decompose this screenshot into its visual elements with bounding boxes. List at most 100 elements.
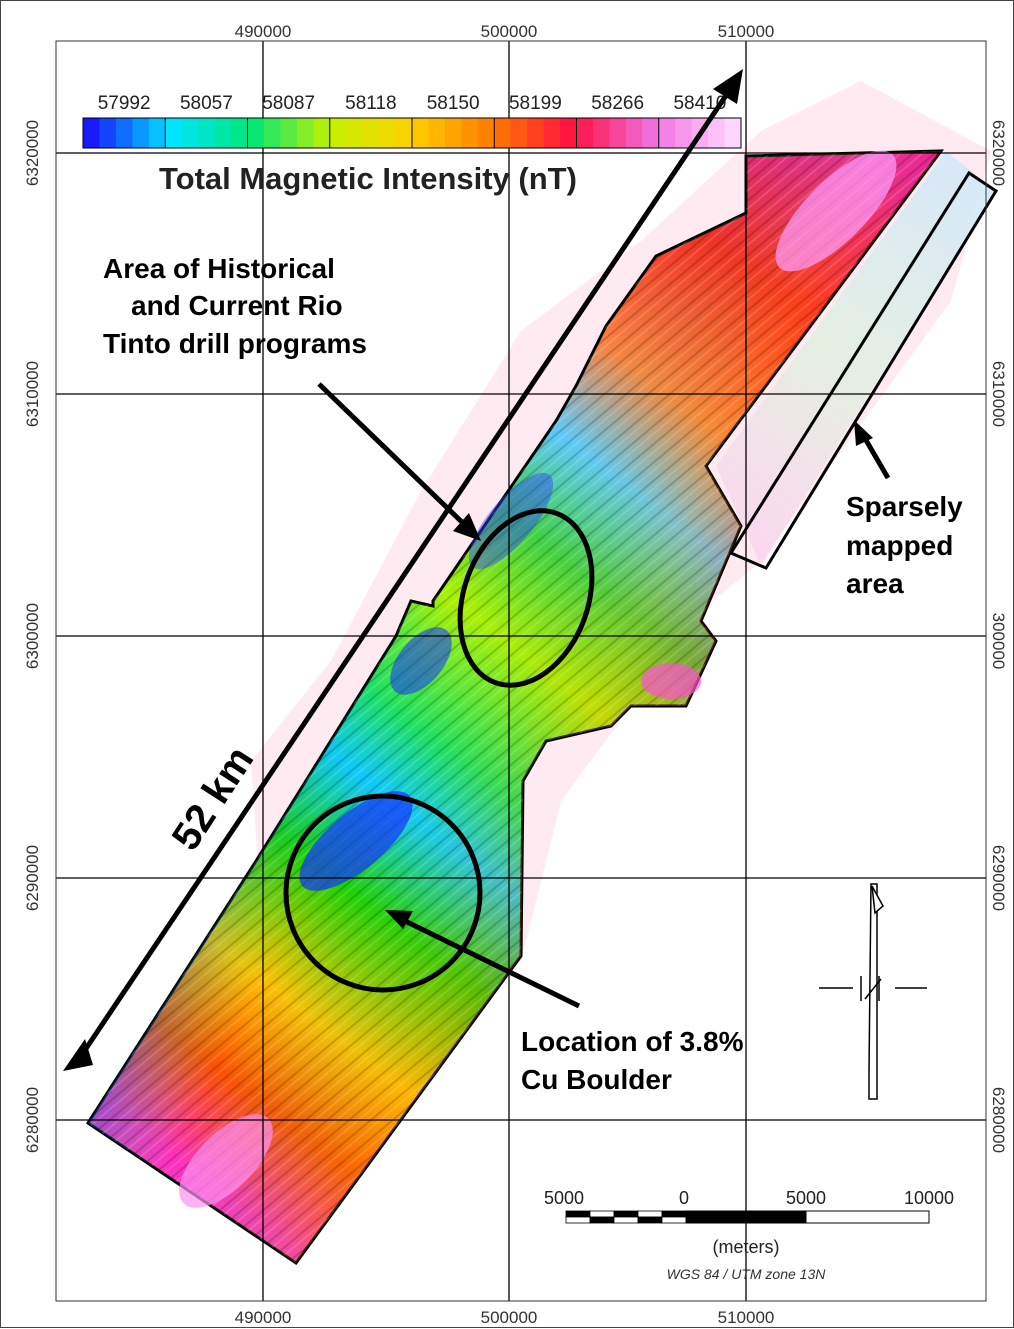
colorbar-swatch [428, 118, 446, 148]
colorbar-swatch [642, 118, 660, 148]
colorbar-swatch [362, 118, 380, 148]
colorbar-swatch [560, 118, 578, 148]
colorbar-swatch [132, 118, 150, 148]
colorbar-swatch [494, 118, 512, 148]
boulder-arrow [385, 910, 581, 1009]
colorbar-swatch [181, 118, 199, 148]
boulder-label-line2: Cu Boulder [521, 1064, 672, 1095]
x-tick-top-1: 490000 [235, 22, 292, 41]
scale-label-1: 5000 [544, 1188, 584, 1208]
colorbar-label: 58410 [673, 93, 726, 114]
map-title: Total Magnetic Intensity (nT) [159, 161, 577, 196]
scale-units: (meters) [713, 1237, 780, 1257]
colorbar: 57992 58057 58087 58118 58150 58199 58266 58410 [82, 93, 742, 149]
north-arrow-icon [819, 883, 927, 1100]
colorbar-swatch [263, 118, 281, 148]
drill-label-line1: Area of Historical [103, 253, 335, 284]
colorbar-swatch [99, 118, 117, 148]
scale-segment-black [685, 1210, 807, 1224]
drill-label-line2: and Current Rio [131, 290, 343, 321]
colorbar-swatch [527, 118, 545, 148]
colorbar-label: 58118 [345, 93, 396, 114]
sparse-label-line3: area [846, 568, 904, 599]
scale-segment [613, 1210, 639, 1218]
x-tick-top-2: 500000 [481, 22, 538, 41]
anomaly-magenta-east [641, 663, 701, 699]
anomaly-blue-south [299, 791, 413, 891]
x-tick-bottom-3: 510000 [718, 1308, 775, 1327]
scale-segment [661, 1210, 687, 1218]
colorbar-swatch [247, 118, 265, 148]
y-tick-left-4: 6290000 [23, 845, 42, 911]
sparse-label-line1: Sparsely [846, 491, 963, 522]
colorbar-label: 58150 [427, 93, 480, 114]
colorbar-swatch [115, 118, 133, 148]
anomaly-magenta-south [179, 1114, 273, 1208]
colorbar-swatch [592, 118, 610, 148]
x-tick-top-3: 510000 [718, 22, 775, 41]
scale-label-3: 5000 [786, 1188, 826, 1208]
y-tick-left-5: 6280000 [23, 1087, 42, 1153]
y-tick-right-5: 6280000 [989, 1087, 1008, 1153]
y-tick-left-1: 6320000 [23, 120, 42, 186]
colorbar-swatch [609, 118, 627, 148]
colorbar-swatch [214, 118, 232, 148]
colorbar-swatch [675, 118, 693, 148]
map-neatline [55, 40, 987, 1302]
sparse-arrow [854, 420, 891, 480]
map-grid [56, 41, 986, 1301]
colorbar-swatch [165, 118, 183, 148]
drill-area-ellipse [457, 508, 595, 688]
colorbar-label: 58057 [180, 93, 233, 114]
colorbar-swatch [412, 118, 430, 148]
x-tick-bottom-2: 500000 [481, 1308, 538, 1327]
sparse-area-outline [728, 170, 999, 570]
boulder-label-line1: Location of 3.8% [521, 1026, 744, 1057]
scale-segment [589, 1210, 615, 1218]
colorbar-swatch [148, 118, 166, 148]
colorbar-swatch [543, 118, 561, 148]
x-tick-bottom-1: 490000 [235, 1308, 292, 1327]
colorbar-swatch [198, 118, 216, 148]
colorbar-swatch [395, 118, 413, 148]
colorbar-swatch [576, 118, 594, 148]
colorbar-swatch [379, 118, 397, 148]
y-tick-left-3: 6300000 [23, 603, 42, 669]
y-tick-right-4: 6290000 [989, 845, 1008, 911]
colorbar-swatch [724, 118, 742, 148]
boulder-area-circle [283, 793, 483, 993]
length-label: 52 km [164, 739, 263, 858]
scale-segment [565, 1210, 591, 1218]
scale-segment [661, 1216, 687, 1224]
colorbar-swatch [461, 118, 479, 148]
y-tick-right-2: 6310000 [989, 361, 1008, 427]
survey-texture [88, 151, 941, 1263]
scale-bar [565, 1210, 930, 1224]
scale-segment [637, 1210, 663, 1218]
colorbar-swatch [510, 118, 528, 148]
anomaly-blue-mid [390, 627, 452, 695]
scale-segment [613, 1216, 639, 1224]
sparse-label-line2: mapped [846, 530, 953, 561]
colorbar-swatch [625, 118, 643, 148]
colorbar-swatch [313, 118, 331, 148]
anomaly-magenta-north [775, 150, 897, 272]
colorbar-swatch [83, 118, 101, 148]
colorbar-swatch [658, 118, 676, 148]
y-tick-left-2: 6310000 [23, 361, 42, 427]
scale-segment-white [805, 1210, 930, 1224]
scale-label-2: 0 [679, 1188, 689, 1208]
colorbar-swatch [329, 118, 347, 148]
y-tick-right-1: 6320000 [989, 120, 1008, 186]
y-tick-right-3: 300000 [989, 613, 1008, 670]
length-arrow [63, 69, 743, 1071]
colorbar-swatch [280, 118, 298, 148]
projection-label: WGS 84 / UTM zone 13N [667, 1266, 827, 1282]
colorbar-swatch [477, 118, 495, 148]
colorbar-swatch [444, 118, 462, 148]
scale-label-4: 10000 [904, 1188, 954, 1208]
drill-label-line3: Tinto drill programs [103, 328, 367, 359]
colorbar-label: 57992 [98, 93, 151, 114]
